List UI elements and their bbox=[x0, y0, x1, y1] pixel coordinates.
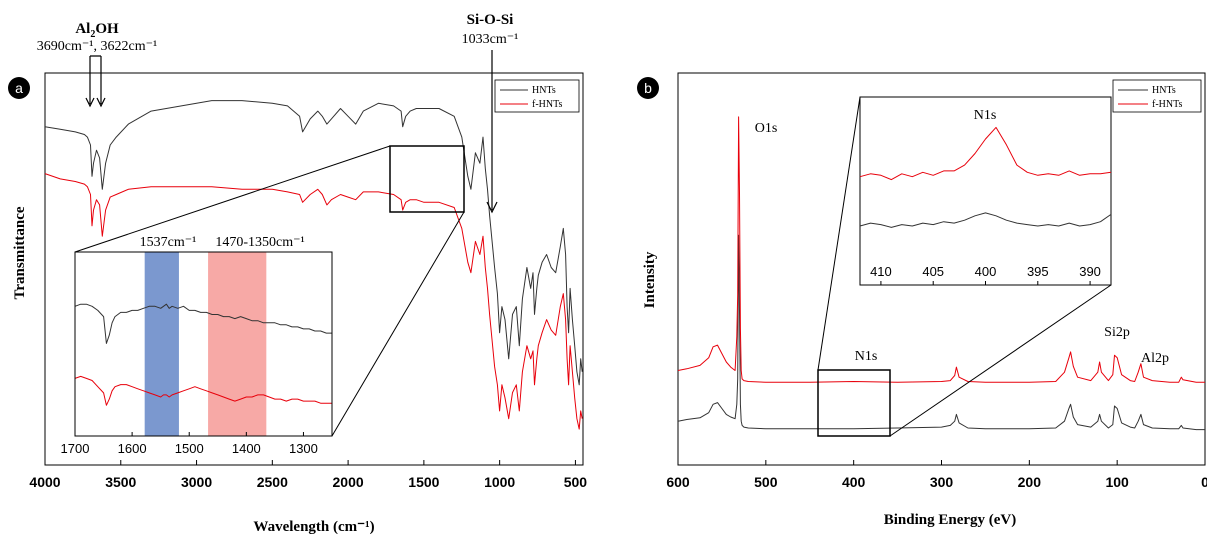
panel-a-inset-series bbox=[74, 303, 332, 406]
panel-b-si2p-label: Si2p bbox=[1104, 325, 1130, 340]
panel-a-inset-series-f-hnts bbox=[74, 375, 332, 406]
panel-a-x-axis: 4000 3500 3000 2500 2000 1500 1000 500 bbox=[29, 460, 587, 490]
panel-b-series bbox=[677, 116, 1205, 431]
panel-a-x-tick-label: 2500 bbox=[257, 474, 288, 490]
panel-a-inset-band-1 bbox=[144, 252, 179, 436]
panel-a-legend-box bbox=[494, 79, 580, 113]
panel-a-x-tick-label: 3500 bbox=[105, 474, 136, 490]
panel-b-letter: b bbox=[644, 80, 652, 96]
panel-b-inset-x-tick-label: 410 bbox=[870, 264, 892, 279]
panel-a-x-tick-label: 4000 bbox=[29, 474, 60, 490]
panel-a-y-label: Transmittance bbox=[12, 206, 28, 299]
panel-b-inset-x-tick-label: 395 bbox=[1027, 264, 1049, 279]
panel-a-x-tick-label: 2000 bbox=[333, 474, 364, 490]
panel-b-zoom-line-left bbox=[817, 96, 861, 371]
panel-a-letter: a bbox=[15, 80, 23, 96]
panel-a-zoom-line-bottom bbox=[331, 211, 465, 437]
panel-a-inset-border bbox=[74, 251, 333, 437]
panel-b-o1s-label: O1s bbox=[755, 121, 778, 136]
panel-a-inset-x-tick-label: 1500 bbox=[175, 441, 204, 456]
panel-b-letter-badge bbox=[637, 77, 659, 99]
panel-b-series-f-hnts bbox=[677, 116, 1205, 383]
panel-a-inset-x-tick-label: 1400 bbox=[232, 441, 261, 456]
panel-a-letter-badge bbox=[8, 77, 30, 99]
panel-b-inset-x-tick-label: 390 bbox=[1079, 264, 1101, 279]
panel-b-x-tick-label: 600 bbox=[666, 474, 690, 490]
panel-a-zoom-line-top bbox=[74, 145, 391, 253]
panel-b-n1s-label: N1s bbox=[855, 349, 878, 364]
panel-a-x-tick-label: 1500 bbox=[408, 474, 439, 490]
panel-b-legend-label-hnts: HNTs bbox=[1152, 85, 1176, 96]
panel-b-x-label: Binding Energy (eV) bbox=[884, 512, 1017, 528]
panel-a-band1-label: 1537cm⁻¹ bbox=[140, 235, 197, 250]
panel-a-inset-series-hnts bbox=[74, 303, 332, 344]
panel-b-inset-n1s-label: N1s bbox=[974, 108, 997, 123]
panel-b-zoom-line-right bbox=[889, 284, 1112, 437]
panel-a-inset-x-tick-label: 1600 bbox=[118, 441, 147, 456]
panel-a-inset-x-tick-label: 1700 bbox=[61, 441, 90, 456]
panel-b-al2p-label: Al2p bbox=[1141, 351, 1169, 366]
panel-b-inset-series bbox=[859, 126, 1112, 228]
panel-a-zoom-box bbox=[389, 145, 465, 213]
panel-b-x-tick-label: 400 bbox=[842, 474, 866, 490]
panel-a-band2-label: 1470-1350cm⁻¹ bbox=[215, 235, 304, 250]
panel-b-legend: HNTs f-HNTs bbox=[1112, 79, 1202, 113]
panel-a-sio-annotation: Si-O-Si 1033cm⁻¹ bbox=[462, 12, 519, 214]
panel-b-x-axis: 600 500 400 300 200 100 0 bbox=[666, 460, 1207, 490]
panel-a: 4000 3500 3000 2500 2000 1500 1000 500 1700 1600… bbox=[8, 12, 587, 535]
panel-a-sio-sublabel: 1033cm⁻¹ bbox=[462, 32, 519, 47]
panel-a-al2oh-sublabel: 3690cm⁻¹, 3622cm⁻¹ bbox=[37, 39, 157, 54]
panel-b-legend-label-fhnts: f-HNTs bbox=[1152, 99, 1183, 110]
panel-b-inset-x-tick-label: 400 bbox=[975, 264, 997, 279]
panel-a-legend-label-hnts: HNTs bbox=[532, 85, 556, 96]
panel-b-inset-frame bbox=[859, 96, 1112, 286]
panel-a-al2oh-label: Al2OH bbox=[75, 21, 119, 40]
panel-a-x-label: Wavelength (cm⁻¹) bbox=[253, 519, 374, 535]
panel-b-series-hnts bbox=[677, 234, 1205, 431]
panel-b-zoom-box bbox=[817, 369, 891, 437]
panel-b-x-tick-label: 300 bbox=[930, 474, 954, 490]
panel-a-x-tick-label: 3000 bbox=[181, 474, 212, 490]
panel-a-legend-label-fhnts: f-HNTs bbox=[532, 99, 563, 110]
panel-a-inset-band-2 bbox=[208, 252, 267, 436]
panel-a-legend: HNTs f-HNTs bbox=[494, 79, 580, 113]
panel-b-inset-series-f-hnts bbox=[859, 126, 1112, 181]
panel-a-series bbox=[44, 100, 583, 430]
panel-b-legend-box bbox=[1112, 79, 1202, 113]
panel-b-x-tick-label: 500 bbox=[754, 474, 778, 490]
panel-a-inset-x-tick-label: 1300 bbox=[289, 441, 318, 456]
panel-b-x-tick-label: 0 bbox=[1201, 474, 1207, 490]
panel-a-inset-frame bbox=[74, 251, 333, 437]
panel-a-al2oh-arrows bbox=[85, 55, 106, 108]
panel-b-x-tick-label: 200 bbox=[1018, 474, 1042, 490]
panel-b-x-tick-label: 100 bbox=[1105, 474, 1129, 490]
panel-b: 600 500 400 300 200 100 0 410 405 400 395 390 N1s … bbox=[637, 72, 1207, 528]
panel-a-inset-x-axis: 1700 1600 1500 1400 1300 bbox=[61, 432, 318, 456]
panel-b-inset-x-axis: 410 405 400 395 390 bbox=[870, 264, 1101, 285]
panel-a-series-hnts bbox=[44, 100, 583, 386]
panel-a-series-f-hnts bbox=[44, 173, 583, 430]
panel-a-x-tick-label: 1000 bbox=[484, 474, 515, 490]
panel-a-plot-frame bbox=[44, 72, 584, 466]
panel-a-inset-bands bbox=[144, 252, 267, 436]
panel-b-y-label: Intensity bbox=[642, 251, 658, 308]
panel-b-inset-x-tick-label: 405 bbox=[922, 264, 944, 279]
panel-b-inset-series-hnts bbox=[859, 212, 1112, 228]
panel-a-sio-arrow bbox=[486, 50, 498, 214]
panel-a-x-tick-label: 500 bbox=[564, 474, 588, 490]
panel-a-al2oh-annotation: Al2OH 3690cm⁻¹, 3622cm⁻¹ bbox=[37, 21, 157, 108]
panel-a-sio-label: Si-O-Si bbox=[467, 12, 514, 28]
